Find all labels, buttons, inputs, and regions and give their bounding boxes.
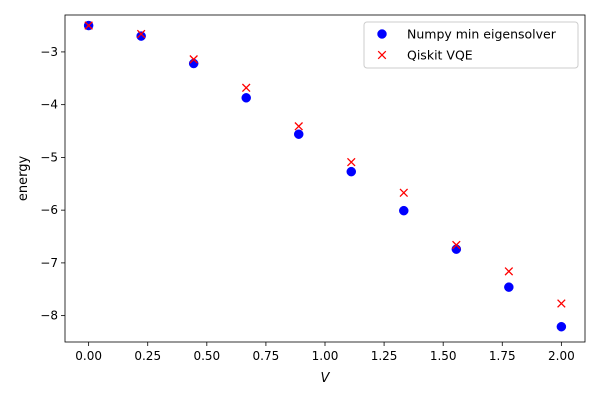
data-point-vqe [84,21,93,30]
x-tick-label: 0.25 [134,349,161,363]
y-axis-ticks: −8 −7 −6 −5 −4 −3 [40,45,65,323]
data-point-vqe [136,29,146,39]
legend-label-numpy: Numpy min eigensolver [407,27,557,42]
data-point-numpy [556,321,567,332]
data-point-vqe [377,50,387,60]
data-point-numpy [241,93,251,103]
x-tick-label: 1.00 [312,349,339,363]
data-point-vqe [294,122,303,131]
data-point-numpy [451,244,462,254]
data-point-vqe [241,83,251,93]
x-tick-label: 2.00 [548,349,575,363]
data-marks [83,20,567,332]
data-point-numpy [188,58,199,69]
x-tick-label: 1.75 [489,349,516,363]
x-axis-ticks: 0.00 0.25 0.50 0.75 1.00 1.25 1.50 1.75 2.00 [75,342,575,363]
plot-area [65,15,585,342]
data-point-numpy [346,166,357,177]
data-point-vqe [189,55,198,64]
legend-box [363,21,579,69]
data-point-vqe [557,299,566,308]
data-point-numpy [293,129,304,139]
y-axis-label: energy [16,156,31,202]
x-tick-label: 0.75 [253,349,280,363]
y-tick-label: −5 [40,150,58,164]
data-point-vqe [504,267,514,276]
data-point-numpy [136,31,146,41]
legend-label-vqe: Qiskit VQE [407,48,473,63]
x-tick-label: 0.50 [193,349,220,363]
y-tick-label: −3 [40,45,58,59]
y-tick-label: −4 [40,98,58,112]
data-point-vqe [399,188,409,197]
y-tick-label: −8 [40,309,58,323]
data-point-numpy [377,29,387,39]
legend: Numpy min eigensolver Qiskit VQE [363,21,579,69]
plot-frame [64,14,586,343]
x-axis-label: V [321,371,331,386]
y-tick-label: −6 [40,203,58,217]
data-point-vqe [347,157,356,167]
x-tick-label: 0.00 [75,349,102,363]
x-tick-label: 1.25 [371,349,398,363]
x-tick-label: 1.50 [430,349,457,363]
data-point-vqe [452,240,461,250]
data-point-numpy [504,282,514,292]
data-point-numpy [399,205,409,216]
y-tick-label: −7 [40,256,58,270]
